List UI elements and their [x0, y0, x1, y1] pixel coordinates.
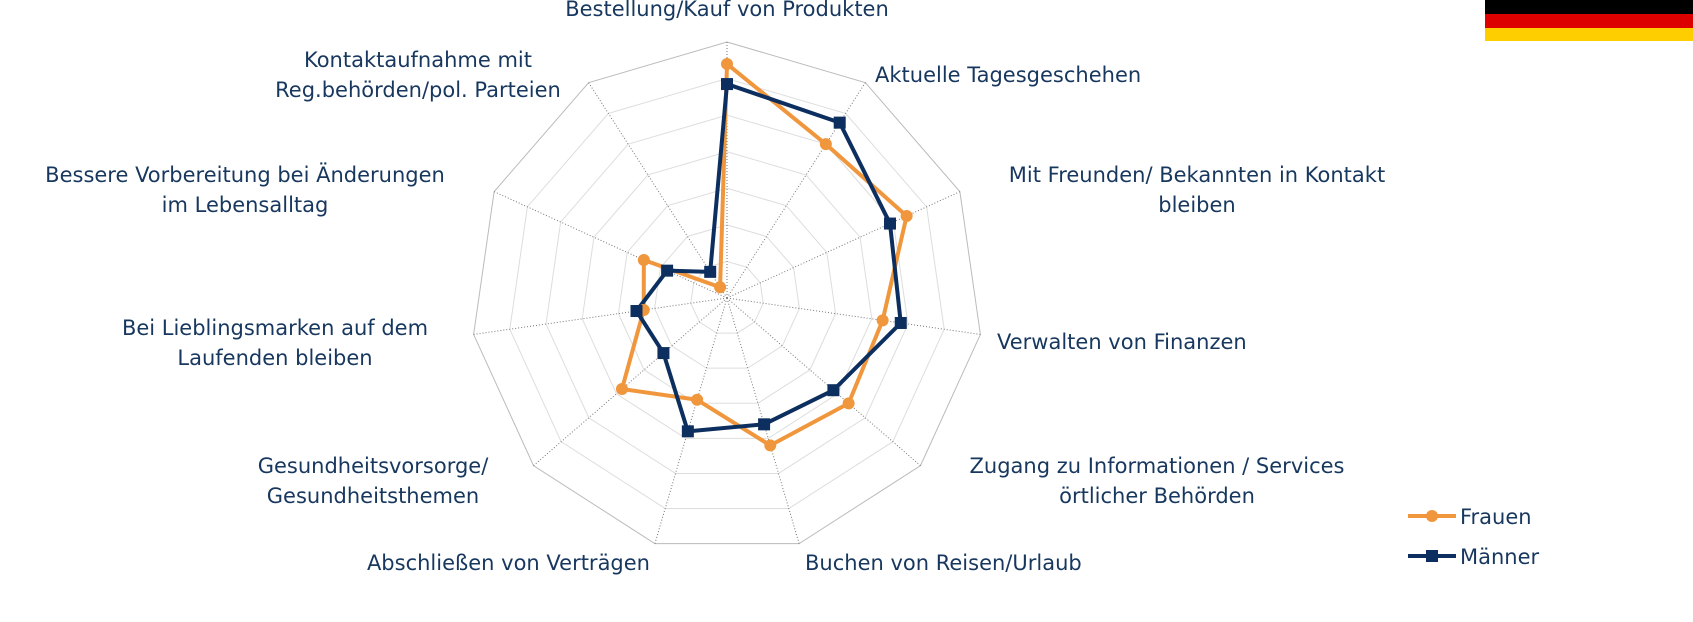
grid-ring — [654, 224, 800, 369]
category-label: Zugang zu Informationen / Services örtlic… — [970, 454, 1345, 508]
spoke — [726, 297, 800, 544]
grid-ring — [581, 151, 873, 439]
legend-marker — [1426, 550, 1438, 562]
marker — [681, 425, 694, 438]
category-label: Buchen von Reisen/Urlaub — [805, 551, 1082, 575]
spoke — [533, 297, 728, 467]
marker — [714, 281, 727, 294]
spoke — [726, 191, 961, 299]
legend-label: Frauen — [1460, 505, 1532, 529]
category-label: Gesundheitsvorsorge/Gesundheitsthemen — [258, 454, 490, 508]
category-label: Abschließen von Verträgen — [367, 551, 650, 575]
spoke — [588, 82, 728, 299]
marker — [630, 305, 643, 318]
legend-marker — [1426, 510, 1438, 522]
flag-red — [1485, 14, 1693, 28]
spoke — [654, 297, 728, 544]
flag-gold — [1485, 28, 1693, 41]
category-label: Bei Lieblingsmarken auf dem Laufenden ble… — [122, 316, 428, 370]
marker — [764, 439, 777, 452]
marker — [894, 316, 907, 329]
series-line — [619, 61, 909, 448]
marker — [819, 138, 832, 151]
flag-black — [1485, 0, 1693, 14]
marker — [876, 314, 889, 327]
category-label: Bessere Vorbereitung bei Änderungen im Le… — [45, 162, 445, 217]
marker — [721, 78, 733, 91]
marker — [721, 57, 733, 70]
grid-ring — [617, 187, 837, 404]
spoke — [493, 191, 728, 299]
marker — [833, 116, 846, 129]
grid-ring — [473, 41, 981, 545]
spoke — [726, 82, 866, 299]
marker — [691, 393, 704, 406]
marker — [884, 217, 897, 230]
marker — [842, 397, 855, 410]
category-label: Verwalten von Finanzen — [997, 330, 1247, 354]
category-label: Bestellung/Kauf von Produkten — [565, 0, 889, 21]
marker — [657, 347, 670, 360]
marker — [900, 209, 913, 222]
spoke — [726, 297, 921, 467]
marker — [827, 384, 840, 397]
grid-ring — [509, 78, 945, 510]
series-line — [634, 82, 903, 434]
legend-label: Männer — [1460, 545, 1540, 569]
marker — [615, 383, 628, 396]
marker — [758, 418, 771, 431]
marker — [704, 265, 717, 278]
category-label: Mit Freunden/ Bekannten in Kontakt bleibe… — [1009, 163, 1385, 217]
marker — [637, 254, 650, 267]
spoke — [726, 297, 981, 335]
spoke — [473, 297, 728, 335]
marker — [661, 264, 674, 277]
category-label: Kontaktaufnahme mit Reg.behörden/pol. Par… — [275, 48, 561, 102]
category-label: Aktuelle Tagesgeschehen — [875, 63, 1141, 87]
